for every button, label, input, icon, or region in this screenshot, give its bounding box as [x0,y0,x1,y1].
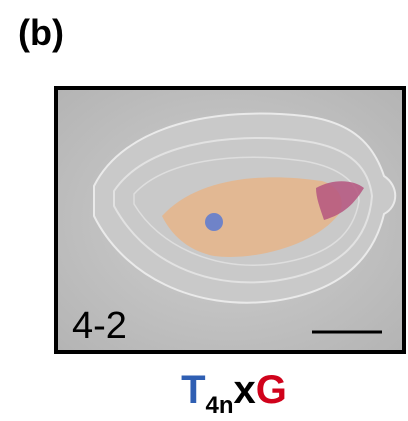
page: (b) 4-2 T4nxG (() => { const data = JSON… [0,0,408,421]
caption: T4nxG [0,368,408,420]
sample-label: 4-2 [72,305,127,347]
micrograph: 4-2 [54,86,406,354]
caption-main: T [181,368,205,412]
caption-partner: G [256,368,287,412]
caption-subscript: 4n [206,392,234,419]
nucleus [205,213,223,231]
caption-cross: x [234,368,256,412]
panel-label: (b) [18,12,64,54]
